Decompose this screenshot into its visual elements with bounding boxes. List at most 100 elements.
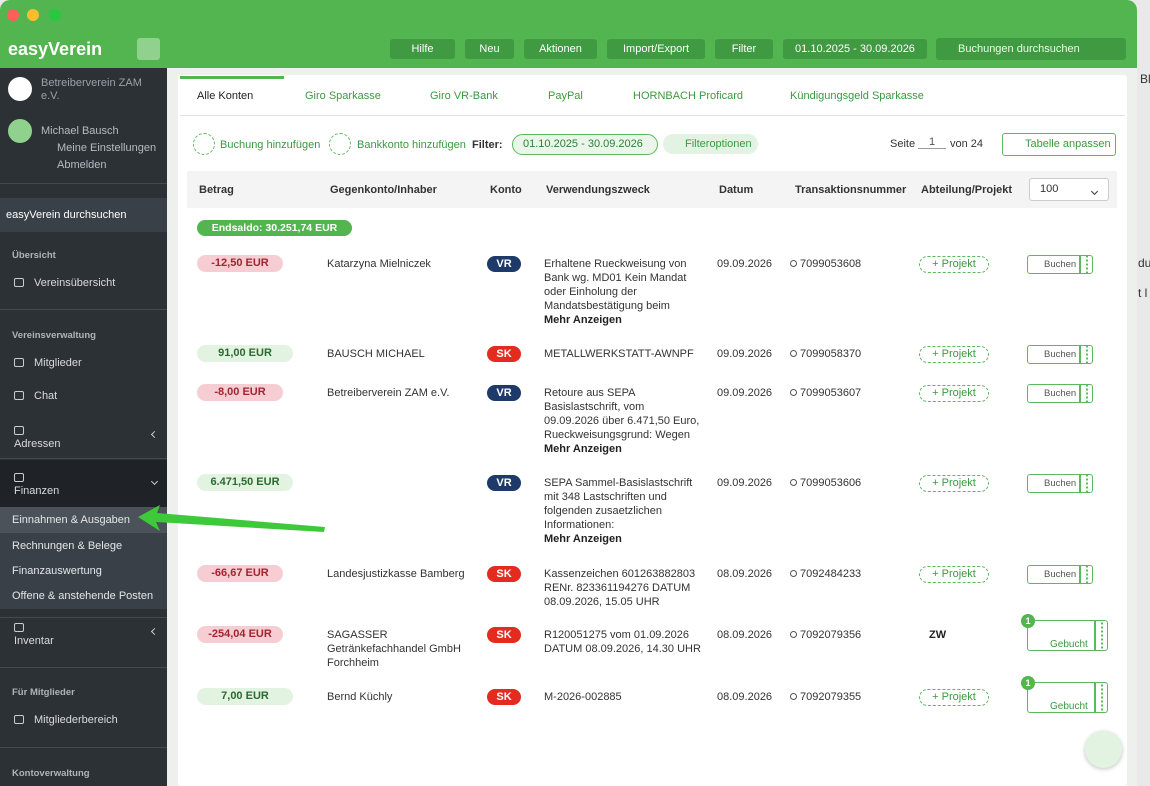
show-more[interactable]: Mehr Anzeigen — [544, 314, 622, 326]
action-button[interactable]: Buchen — [1027, 255, 1080, 274]
toolbar-button[interactable]: Hilfe — [390, 39, 455, 59]
sidebar-icon — [14, 473, 24, 482]
more-menu[interactable] — [1080, 565, 1093, 584]
department: ZW — [929, 629, 947, 641]
filter-options[interactable]: Filteroptionen — [663, 134, 758, 154]
tab-divider — [180, 115, 1125, 116]
tab[interactable]: PayPal — [548, 90, 583, 102]
tab[interactable]: Kündigungsgeld Sparkasse — [790, 90, 924, 102]
column-header[interactable]: Konto — [490, 184, 522, 196]
more-menu[interactable] — [1095, 682, 1108, 713]
toolbar-button[interactable]: 01.10.2025 - 30.09.2026 — [783, 39, 927, 59]
sidebar-icon — [14, 391, 24, 400]
more-menu[interactable] — [1095, 620, 1108, 651]
action-button[interactable]: Buchen — [1027, 384, 1080, 403]
column-header[interactable]: Abteilung/Projekt — [921, 184, 1013, 196]
purpose: RENr. 823361194276 DATUM — [544, 582, 691, 594]
more-menu[interactable] — [1080, 255, 1093, 274]
add-icon[interactable] — [329, 133, 351, 155]
filter-chip[interactable]: 01.10.2025 - 30.09.2026 — [512, 134, 658, 155]
transaction-number: 7099053608 — [800, 258, 862, 270]
bg-text: t l — [1138, 286, 1148, 300]
more-menu[interactable] — [1080, 345, 1093, 364]
more-menu[interactable] — [1080, 384, 1093, 403]
column-header[interactable]: Betrag — [199, 184, 234, 196]
tab[interactable]: HORNBACH Proficard — [633, 90, 744, 102]
sidebar-item[interactable]: Mitgliederbereich — [34, 714, 118, 726]
user-link[interactable]: Meine Einstellungen — [57, 142, 157, 154]
action-label[interactable]: Gebucht — [1050, 639, 1088, 650]
share-icon — [790, 631, 797, 638]
menu-toggle[interactable] — [137, 38, 160, 60]
action-button[interactable]: Buchen — [1027, 474, 1080, 493]
zoom-button[interactable] — [49, 9, 61, 21]
action-box[interactable] — [1027, 620, 1095, 651]
date: 09.09.2026 — [717, 348, 773, 360]
account-badge: VR — [487, 256, 521, 272]
tab[interactable]: Alle Konten — [197, 90, 254, 102]
sidebar-group[interactable]: Inventar — [14, 635, 54, 647]
show-more[interactable]: Mehr Anzeigen — [544, 533, 622, 545]
sidebar-heading: Kontoverwaltung — [12, 768, 90, 779]
project-button[interactable]: + Projekt — [919, 385, 989, 402]
sidebar-item[interactable]: Chat — [34, 390, 58, 402]
toolbar-button[interactable]: Neu — [465, 39, 514, 59]
column-header[interactable]: Datum — [719, 184, 754, 196]
toolbar-button[interactable]: Aktionen — [524, 39, 597, 59]
show-more[interactable]: Mehr Anzeigen — [544, 443, 622, 455]
column-header[interactable]: Transaktionsnummer — [795, 184, 907, 196]
project-button[interactable]: + Projekt — [919, 346, 989, 363]
project-button[interactable]: + Projekt — [919, 566, 989, 583]
account-badge: VR — [487, 385, 521, 401]
purpose: Bank wg. MD01 Kein Mandat — [544, 272, 687, 284]
column-header[interactable]: Gegenkonto/Inhaber — [330, 184, 437, 196]
share-icon — [790, 479, 797, 486]
more-menu[interactable] — [1080, 474, 1093, 493]
sidebar-item[interactable]: Vereinsübersicht — [34, 277, 116, 289]
submenu-bg — [0, 583, 167, 609]
add-booking[interactable]: Buchung hinzufügen — [220, 139, 321, 151]
toolbar-button[interactable]: Filter — [715, 39, 773, 59]
page-size-select[interactable]: 100 — [1029, 178, 1109, 201]
project-button[interactable]: + Projekt — [919, 689, 989, 706]
account-badge: SK — [487, 627, 521, 643]
project-button[interactable]: + Projekt — [919, 475, 989, 492]
close-button[interactable] — [7, 9, 19, 21]
customize-button[interactable]: Tabelle anpassen — [1002, 133, 1116, 156]
add-icon[interactable] — [193, 133, 215, 155]
action-box[interactable] — [1027, 682, 1095, 713]
org-name: Betreiberverein ZAM e.V. — [41, 77, 142, 102]
counterparty: Bernd Küchly — [327, 691, 393, 703]
chat-button[interactable] — [1085, 731, 1122, 768]
sidebar-heading: Für Mitglieder — [12, 687, 75, 698]
minimize-button[interactable] — [27, 9, 39, 21]
action-button[interactable]: Buchen — [1027, 565, 1080, 584]
add-account[interactable]: Bankkonto hinzufügen — [357, 139, 466, 151]
separator — [0, 183, 167, 184]
tab[interactable]: Giro VR-Bank — [430, 90, 498, 102]
sidebar-icon — [14, 426, 24, 435]
transaction-number: 7092079355 — [800, 691, 862, 703]
page-input[interactable]: 1 — [918, 136, 946, 149]
column-header[interactable]: Verwendungszweck — [546, 184, 650, 196]
action-button[interactable]: Buchen — [1027, 345, 1080, 364]
sidebar-group[interactable]: Finanzen — [14, 485, 60, 497]
purpose: DATUM 08.09.2026, 14.30 UHR — [544, 643, 701, 655]
search-field[interactable]: Buchungen durchsuchen — [936, 38, 1126, 60]
submenu-item[interactable]: Rechnungen & Belege — [12, 540, 123, 552]
toolbar-button[interactable]: Import/Export — [607, 39, 705, 59]
sidebar-item[interactable]: Mitglieder — [34, 357, 82, 369]
submenu-item[interactable]: Offene & anstehende Posten — [12, 590, 154, 602]
count-badge: 1 — [1021, 614, 1035, 628]
purpose: SEPA Sammel-Basislastschrift — [544, 477, 693, 489]
user-link[interactable]: Abmelden — [57, 159, 107, 171]
sidebar-search[interactable]: easyVerein durchsuchen — [0, 198, 167, 232]
sidebar-group[interactable]: Adressen — [14, 438, 61, 450]
purpose: 08.09.2026, 15.05 UHR — [544, 596, 660, 608]
tab[interactable]: Giro Sparkasse — [305, 90, 381, 102]
submenu-item[interactable]: Einnahmen & Ausgaben — [12, 514, 131, 526]
action-label[interactable]: Gebucht — [1050, 701, 1088, 712]
project-button[interactable]: + Projekt — [919, 256, 989, 273]
submenu-item[interactable]: Finanzauswertung — [12, 565, 102, 577]
